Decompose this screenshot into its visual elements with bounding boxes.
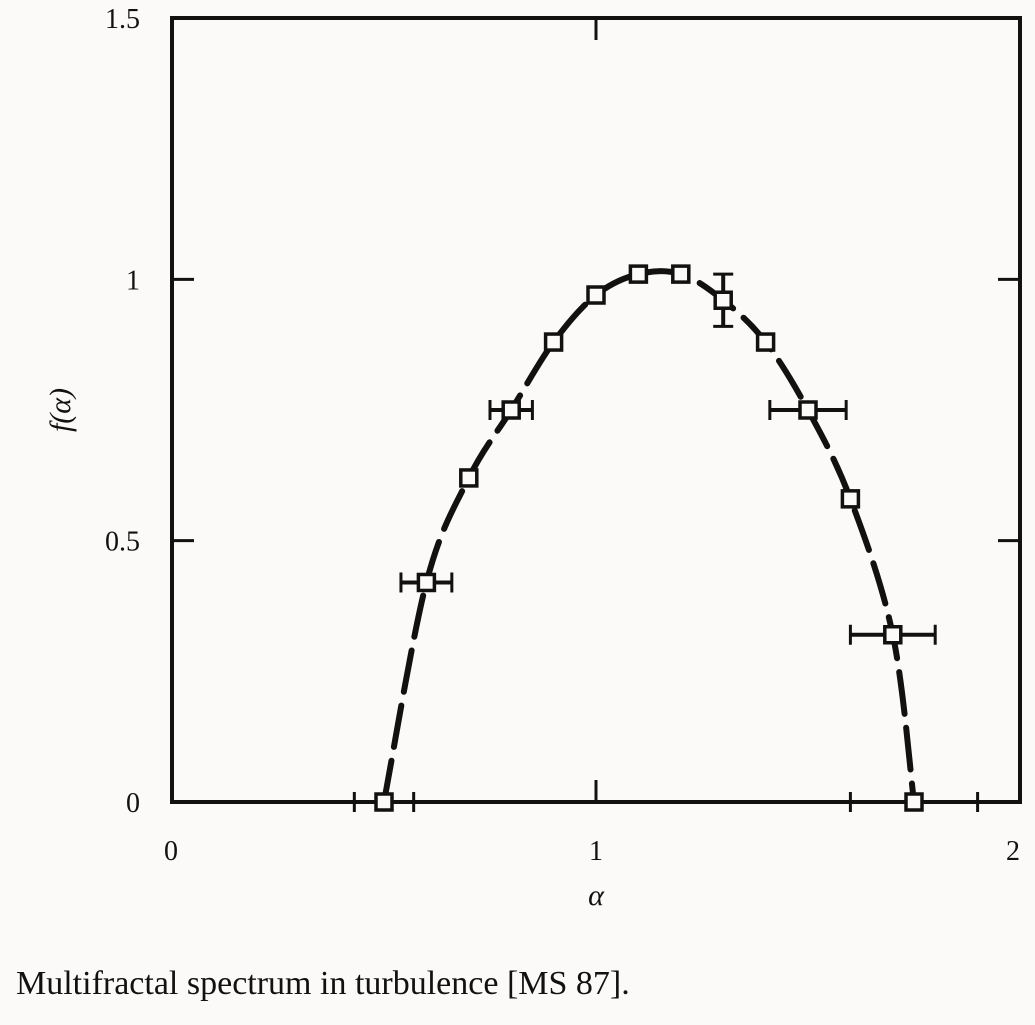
data-point-marker — [755, 332, 776, 352]
x-tick-label: 0 — [164, 836, 178, 867]
data-point-marker — [543, 332, 564, 352]
x-tick-label: 2 — [1006, 836, 1020, 867]
data-markers — [374, 264, 924, 812]
axis-tick-labels: 0 1 2 0 0.5 1 1.5 — [105, 4, 1020, 867]
plot-frame — [170, 16, 1022, 804]
data-point-marker — [671, 264, 691, 284]
y-tick-label: 1.5 — [105, 4, 140, 35]
data-point-marker — [416, 572, 437, 593]
figure-caption: Multifractal spectrum in turbulence [MS … — [16, 965, 630, 1002]
data-point-marker — [904, 792, 924, 812]
data-point-marker — [628, 264, 649, 284]
x-axis-label: α — [588, 879, 605, 912]
axis-ticks — [170, 16, 1022, 804]
data-point-marker — [883, 624, 903, 645]
x-tick-label: 1 — [589, 836, 603, 867]
y-tick-label: 0.5 — [105, 527, 140, 558]
data-point-marker — [501, 400, 521, 420]
fit-curve-layer — [381, 268, 917, 805]
data-point-marker — [374, 792, 394, 812]
data-point-marker — [713, 290, 733, 310]
y-tick-label: 1 — [126, 265, 140, 296]
y-axis-label: f(α) — [44, 388, 77, 432]
data-point-marker — [586, 285, 606, 305]
y-tick-label: 0 — [126, 788, 140, 819]
data-point-marker — [459, 468, 479, 488]
error-bars — [352, 272, 980, 812]
data-point-marker — [798, 400, 818, 420]
data-point-marker — [840, 489, 861, 509]
fit-curve — [381, 268, 917, 805]
